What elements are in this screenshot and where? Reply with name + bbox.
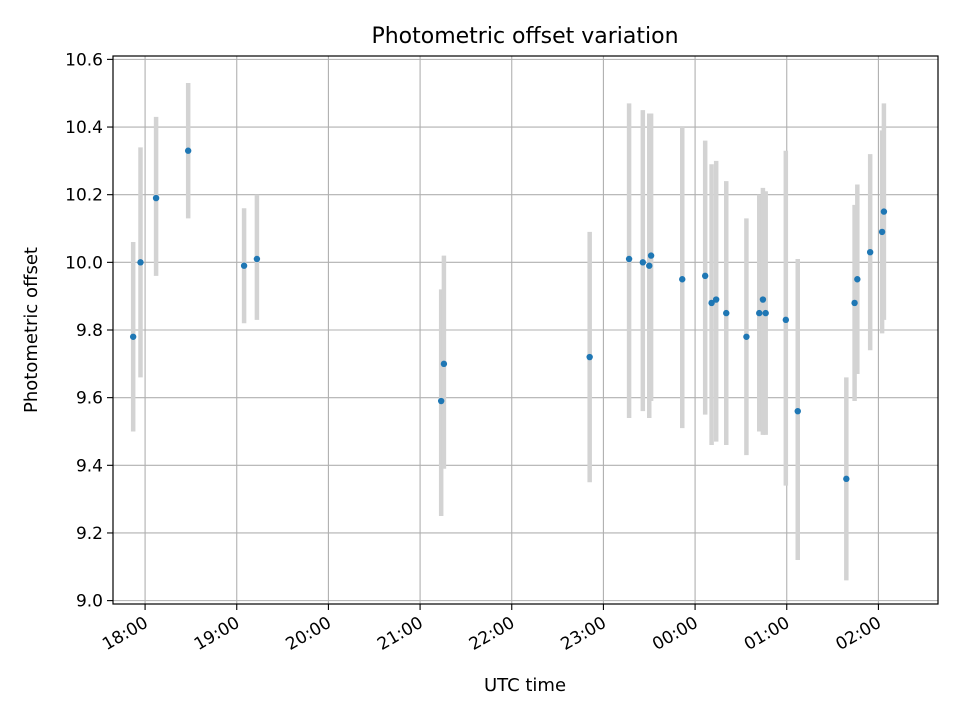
data-point bbox=[851, 299, 858, 307]
data-point bbox=[625, 255, 633, 263]
y-axis-ticks: 9.0 9.2 9.4 9.6 9.8 10.0 10.2 10.4 10.6 bbox=[65, 50, 113, 612]
data-point bbox=[253, 255, 261, 263]
data-point bbox=[854, 276, 861, 283]
data-point bbox=[712, 296, 720, 303]
x-axis-label: UTC time bbox=[484, 675, 566, 696]
data-point bbox=[152, 194, 160, 202]
data-point bbox=[762, 309, 769, 317]
data-point bbox=[646, 262, 653, 269]
y-tick-label: 10.2 bbox=[65, 186, 103, 206]
data-point bbox=[743, 333, 750, 340]
data-point bbox=[880, 208, 888, 215]
data-point bbox=[586, 353, 593, 361]
grid bbox=[113, 56, 938, 604]
y-axis-label: Photometric offset bbox=[21, 247, 42, 413]
data-point bbox=[794, 407, 801, 415]
y-tick-label: 10.4 bbox=[65, 118, 103, 138]
data-point bbox=[782, 316, 790, 324]
chart-title: Photometric offset variation bbox=[371, 24, 678, 49]
data-point bbox=[723, 309, 730, 317]
data-point bbox=[878, 228, 886, 236]
data-point bbox=[843, 475, 850, 483]
y-tick-label: 9.0 bbox=[76, 592, 103, 612]
y-tick-label: 9.8 bbox=[76, 321, 103, 341]
data-point bbox=[679, 276, 686, 283]
data-point bbox=[437, 397, 445, 405]
data-point bbox=[639, 259, 647, 266]
data-point bbox=[708, 299, 715, 307]
data-point bbox=[240, 262, 248, 269]
y-tick-label: 9.6 bbox=[76, 389, 103, 409]
data-point bbox=[137, 259, 144, 266]
data-point bbox=[701, 272, 709, 280]
y-tick-label: 10.6 bbox=[65, 50, 103, 70]
data-point bbox=[647, 252, 655, 259]
y-tick-label: 9.4 bbox=[76, 456, 103, 476]
y-tick-label: 10.0 bbox=[65, 253, 103, 273]
y-tick-label: 9.2 bbox=[76, 524, 103, 544]
data-point bbox=[759, 296, 767, 303]
data-point bbox=[440, 360, 448, 368]
data-point bbox=[866, 248, 874, 256]
data-points bbox=[129, 147, 888, 483]
data-point bbox=[756, 309, 763, 317]
data-point bbox=[184, 147, 192, 154]
data-point bbox=[129, 333, 137, 340]
